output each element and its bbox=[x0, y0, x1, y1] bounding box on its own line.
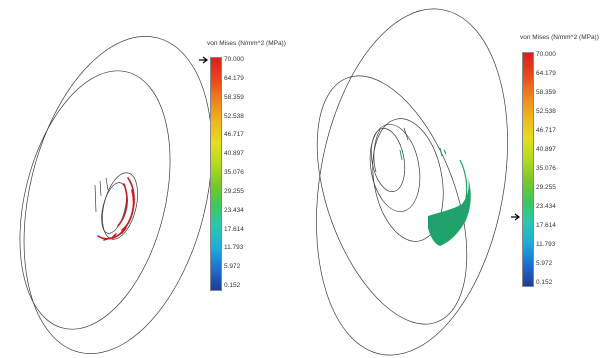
left-legend: von Mises (N/mm^2 (MPa)) 70.000 64.179 58.… bbox=[0, 0, 300, 358]
left-hub-detail bbox=[94, 177, 109, 213]
right-legend-title: von Mises (N/mm^2 (MPa)) bbox=[520, 34, 599, 41]
legend-tick-label: 17.614 bbox=[224, 225, 244, 233]
legend-tick-label: 23.434 bbox=[536, 203, 556, 210]
legend-tick-label: 0.152 bbox=[536, 279, 553, 286]
right-hub-ring-c bbox=[370, 128, 406, 192]
legend-tick-label: 58.359 bbox=[224, 93, 244, 101]
right-legend: von Mises (N/mm^2 (MPa)) 70.000 64.179 58.… bbox=[300, 0, 603, 358]
left-hub-ring-inner bbox=[101, 182, 127, 234]
legend-tick-label: 70.000 bbox=[224, 56, 244, 63]
left-legend-title: von Mises (N/mm^2 (MPa)) bbox=[207, 40, 286, 47]
left-inner-rim bbox=[19, 70, 171, 330]
legend-tick-label: 58.359 bbox=[536, 89, 556, 96]
right-outer-rim bbox=[316, 8, 508, 356]
legend-tick-label: 64.179 bbox=[536, 70, 556, 77]
legend-tick-label: 70.000 bbox=[536, 51, 556, 58]
legend-tick-label: 52.538 bbox=[224, 112, 244, 120]
legend-tick-label: 46.717 bbox=[224, 131, 244, 139]
right-disc-wireframe bbox=[316, 8, 508, 356]
right-model-view: von Mises (N/mm^2 (MPa)) 70.000 64.179 58.… bbox=[300, 0, 603, 358]
legend-tick-label: 64.179 bbox=[224, 74, 244, 82]
legend-tick-label: 40.897 bbox=[536, 146, 556, 153]
legend-tick-label: 52.538 bbox=[536, 108, 556, 115]
left-legend-colorbar bbox=[210, 57, 222, 291]
left-disc-wireframe bbox=[19, 36, 213, 354]
left-legend-pointer-icon bbox=[199, 56, 208, 64]
right-hub-detail bbox=[373, 127, 409, 173]
legend-tick-label: 0.152 bbox=[224, 282, 241, 289]
legend-tick-label: 40.897 bbox=[224, 150, 244, 158]
right-legend-colorbar bbox=[522, 52, 534, 287]
right-hub-ring-a bbox=[372, 118, 444, 242]
legend-tick-label: 23.434 bbox=[224, 206, 244, 214]
legend-tick-label: 29.255 bbox=[536, 184, 556, 191]
left-outer-rim bbox=[23, 36, 213, 354]
legend-tick-label: 17.614 bbox=[536, 222, 556, 229]
right-inner-rim bbox=[316, 75, 468, 325]
legend-tick-label: 11.793 bbox=[536, 241, 556, 248]
legend-tick-label: 35.076 bbox=[224, 169, 244, 176]
legend-tick-label: 5.972 bbox=[224, 263, 241, 271]
left-stress-region bbox=[97, 177, 135, 241]
legend-tick-label: 11.793 bbox=[224, 244, 244, 252]
legend-tick-label: 46.717 bbox=[536, 127, 556, 134]
right-stress-region bbox=[399, 147, 471, 246]
legend-tick-label: 29.255 bbox=[224, 187, 244, 195]
legend-tick-label: 35.076 bbox=[536, 165, 556, 172]
right-legend-pointer-icon bbox=[511, 213, 520, 221]
left-model-view: von Mises (N/mm^2 (MPa)) 70.000 64.179 58.… bbox=[0, 0, 300, 358]
right-hub-ring-b bbox=[369, 124, 421, 212]
legend-tick-label: 5.972 bbox=[536, 260, 553, 267]
